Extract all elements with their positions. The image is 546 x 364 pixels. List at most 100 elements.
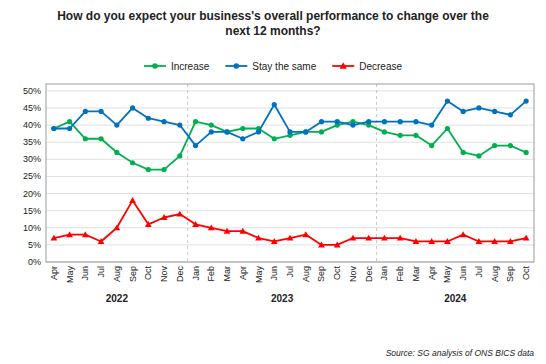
- x-tick-label: Oct: [143, 266, 153, 281]
- data-point: [429, 122, 434, 127]
- x-tick-label: May: [442, 266, 452, 284]
- series: [51, 99, 528, 149]
- chart-title: How do you expect your business's overal…: [57, 9, 489, 38]
- data-point: [146, 116, 151, 121]
- legend-label: Stay the same: [252, 61, 316, 72]
- x-tick-label: Sep: [505, 266, 515, 282]
- y-tick-label: 25%: [23, 171, 41, 181]
- data-point: [445, 99, 450, 104]
- x-tick-label: Nov: [159, 266, 169, 283]
- year-label: 2023: [271, 293, 294, 304]
- x-axis: AprMayJunJulAugSepOctNovDecJanFebMarAprM…: [49, 266, 531, 284]
- data-point: [67, 119, 72, 124]
- data-point: [302, 231, 309, 237]
- x-tick-label: Jun: [269, 266, 279, 281]
- x-tick-label: Jan: [379, 266, 389, 281]
- data-point: [476, 105, 481, 110]
- data-point: [161, 119, 166, 124]
- series: [50, 197, 529, 247]
- data-point: [381, 235, 388, 241]
- data-point: [413, 238, 420, 244]
- data-point: [287, 235, 294, 241]
- data-point: [318, 242, 325, 248]
- series-line: [54, 200, 526, 245]
- data-point: [240, 136, 245, 141]
- data-point: [398, 133, 403, 138]
- data-point: [334, 242, 341, 248]
- y-tick-label: 20%: [23, 189, 41, 199]
- data-point: [239, 228, 246, 234]
- year-label: 2022: [106, 293, 129, 304]
- y-tick-label: 40%: [23, 120, 41, 130]
- x-tick-label: Oct: [521, 266, 531, 281]
- data-point: [492, 143, 497, 148]
- y-tick-label: 5%: [28, 240, 41, 250]
- data-point: [523, 235, 530, 241]
- data-point: [350, 122, 355, 127]
- year-separator: [187, 84, 188, 262]
- data-point: [461, 109, 466, 114]
- data-point: [382, 119, 387, 124]
- year-separator: [376, 84, 377, 262]
- data-point: [130, 105, 135, 110]
- data-point: [161, 167, 166, 172]
- x-tick-label: Apr: [49, 266, 59, 280]
- data-point: [524, 150, 529, 155]
- data-point: [67, 126, 72, 131]
- data-point: [130, 160, 135, 165]
- data-point: [129, 197, 136, 203]
- data-point: [491, 238, 498, 244]
- legend-item: Stay the same: [225, 61, 316, 72]
- data-point: [177, 122, 182, 127]
- grid-line: [46, 244, 534, 245]
- year-groups: 2022 2023 2024: [106, 84, 467, 304]
- legend: IncreaseStay the sameDecrease: [144, 61, 403, 72]
- data-point: [240, 126, 245, 131]
- x-tick-label: Mar: [222, 266, 232, 282]
- x-tick-label: Jun: [80, 266, 90, 281]
- data-point: [508, 143, 513, 148]
- y-tick-label: 30%: [23, 154, 41, 164]
- data-point: [271, 238, 278, 244]
- x-tick-label: Aug: [112, 266, 122, 282]
- data-point: [382, 129, 387, 134]
- data-point: [98, 109, 103, 114]
- data-point: [224, 228, 231, 234]
- data-point: [193, 143, 198, 148]
- grid-line: [46, 142, 534, 143]
- plot-area: [50, 99, 529, 248]
- x-tick-label: Jun: [458, 266, 468, 281]
- x-tick-label: Dec: [175, 266, 185, 283]
- year-label: 2024: [444, 293, 467, 304]
- source-note: Source: SG analysis of ONS BICS data: [386, 348, 535, 358]
- data-point: [50, 235, 57, 241]
- data-point: [272, 136, 277, 141]
- x-tick-label: Feb: [395, 266, 405, 282]
- data-point: [461, 150, 466, 155]
- data-point: [508, 112, 513, 117]
- data-point: [492, 109, 497, 114]
- data-point: [192, 221, 199, 227]
- data-point: [507, 238, 514, 244]
- legend-marker: [152, 63, 158, 69]
- legend-item: Decrease: [332, 61, 402, 72]
- series-line: [54, 101, 526, 146]
- data-point: [460, 231, 467, 237]
- grid-line: [46, 210, 534, 211]
- y-tick-label: 45%: [23, 103, 41, 113]
- data-point: [209, 122, 214, 127]
- data-point: [255, 235, 262, 241]
- data-point: [83, 136, 88, 141]
- x-tick-label: Jan: [191, 266, 201, 281]
- series-line: [54, 122, 526, 170]
- plot-frame: [46, 84, 534, 262]
- data-point: [224, 129, 229, 134]
- title-line: next 12 months?: [225, 24, 320, 38]
- data-point: [51, 126, 56, 131]
- data-point: [176, 211, 183, 217]
- legend-label: Decrease: [359, 61, 402, 72]
- x-tick-label: May: [254, 266, 264, 284]
- x-tick-label: Jul: [96, 266, 106, 278]
- legend-marker: [340, 62, 347, 68]
- data-point: [445, 126, 450, 131]
